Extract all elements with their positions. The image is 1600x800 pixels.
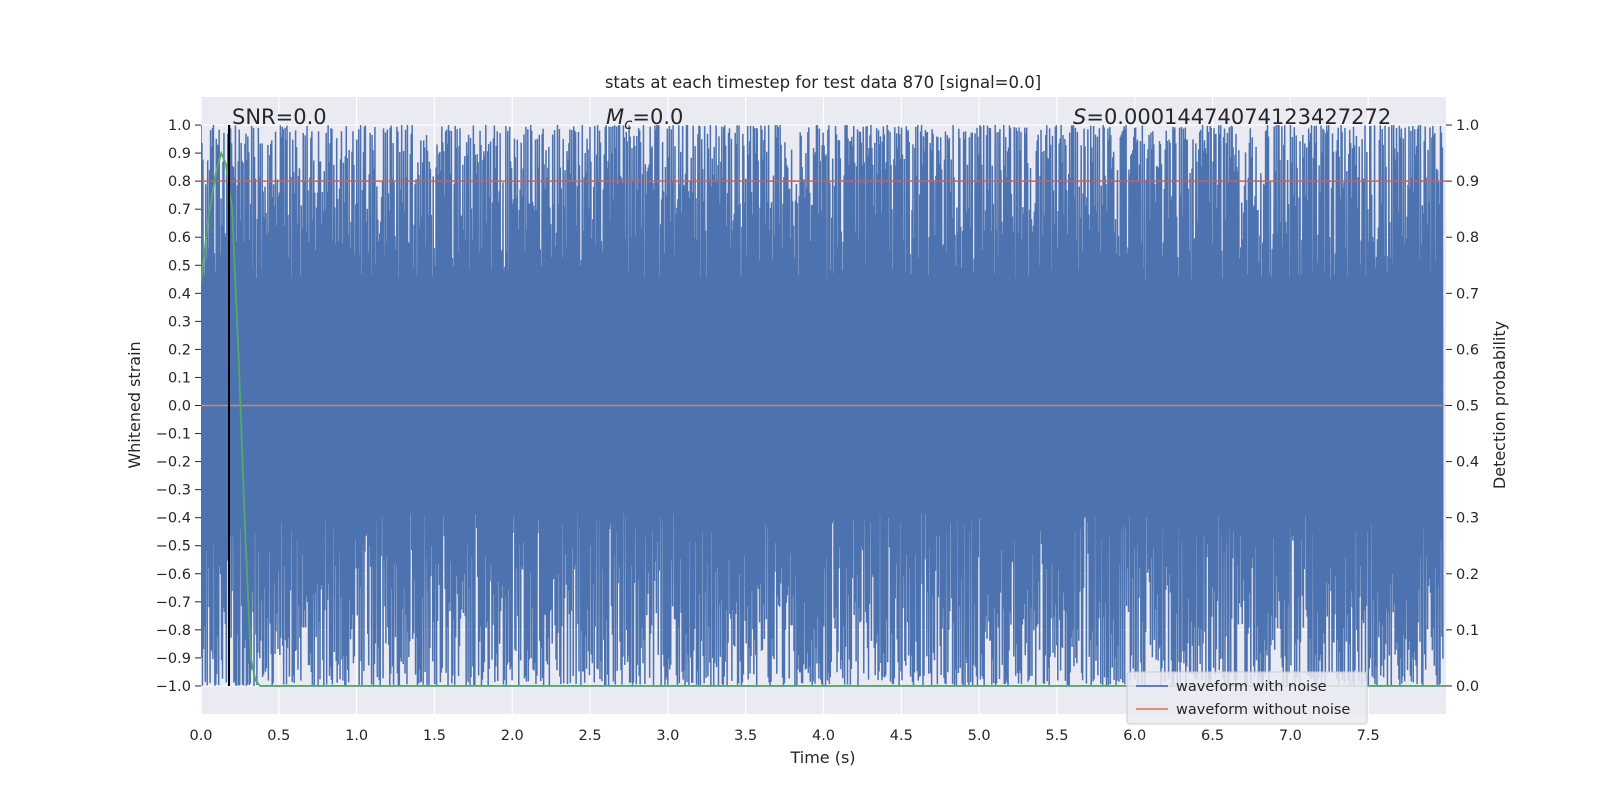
x-tick-label: 3.0	[656, 728, 679, 744]
y-axis-label-right: Detection probability	[1490, 321, 1509, 489]
x-tick-label: 4.0	[812, 728, 835, 744]
x-tick-label: 2.5	[579, 728, 602, 744]
snr-annotation: SNR=0.0	[232, 105, 327, 129]
series-layer	[201, 125, 1446, 687]
x-axis-label: Time (s)	[789, 748, 855, 767]
x-tick-label: 2.0	[501, 728, 524, 744]
y-right-tick-label: 0.5	[1456, 399, 1479, 415]
s-symbol: S	[1073, 105, 1086, 129]
y-right-tick-label: 0.2	[1456, 567, 1479, 583]
y-tick-label: −0.4	[156, 511, 191, 527]
y-tick-label: −1.0	[156, 679, 191, 695]
y-tick-label: −0.8	[156, 623, 191, 639]
x-tick-label: 1.0	[345, 728, 368, 744]
y-tick-label: 0.2	[168, 342, 191, 358]
y-right-tick-label: 0.9	[1456, 174, 1479, 190]
y-right-tick-label: 0.0	[1456, 679, 1479, 695]
mc-annotation: Mc=0.0	[606, 105, 683, 133]
legend-label-clean: waveform without noise	[1176, 702, 1350, 718]
x-tick-label: 6.5	[1201, 728, 1224, 744]
y-tick-label: 0.6	[168, 230, 191, 246]
x-tick-label: 5.5	[1045, 728, 1068, 744]
y-tick-label: −0.1	[156, 427, 191, 443]
y-tick-label: 1.0	[168, 118, 191, 134]
chart-title: stats at each timestep for test data 870…	[605, 73, 1041, 92]
x-tick-label: 5.0	[968, 728, 991, 744]
x-tick-label: 7.0	[1279, 728, 1302, 744]
y-tick-label: 0.9	[168, 146, 191, 162]
s-annotation: S=0.00014474074123427272	[1073, 105, 1391, 129]
y-tick-label: 0.5	[168, 258, 191, 274]
y-right-tick-label: 0.4	[1456, 455, 1479, 471]
s-value: =0.00014474074123427272	[1086, 105, 1391, 129]
y-tick-label: −0.9	[156, 651, 191, 667]
y-tick-label: 0.4	[168, 286, 191, 302]
y-right-tick-label: 0.3	[1456, 511, 1479, 527]
y-tick-label: −0.6	[156, 567, 191, 583]
y-tick-label: −0.3	[156, 483, 191, 499]
y-tick-label: −0.5	[156, 539, 191, 555]
x-tick-label: 7.5	[1357, 728, 1380, 744]
legend-label-noise: waveform with noise	[1176, 679, 1327, 695]
y-right-tick-label: 0.8	[1456, 230, 1479, 246]
x-tick-label: 0.0	[189, 728, 212, 744]
y-right-tick-label: 0.7	[1456, 286, 1479, 302]
y-tick-label: −0.2	[156, 455, 191, 471]
x-tick-label: 4.5	[890, 728, 913, 744]
series-waveform-with-noise	[201, 125, 1444, 686]
y-tick-label: −0.7	[156, 595, 191, 611]
ticks: 0.0 0.5 1.0 1.5 2.0 2.5 3.0 3.5 4.0 4.5 5.0 5.5 6.0 6…	[156, 118, 1479, 744]
y-tick-label: 0.3	[168, 314, 191, 330]
y-right-tick-label: 1.0	[1456, 118, 1479, 134]
y-tick-label: 0.7	[168, 202, 191, 218]
mc-subscript: c	[624, 115, 633, 133]
y-right-tick-label: 0.1	[1456, 623, 1479, 639]
x-tick-label: 0.5	[267, 728, 290, 744]
legend-box	[1126, 671, 1368, 725]
legend: waveform with noise waveform without noi…	[1126, 671, 1368, 725]
y-right-tick-label: 0.6	[1456, 342, 1479, 358]
x-tick-label: 6.0	[1123, 728, 1146, 744]
y-tick-label: 0.0	[168, 399, 191, 415]
y-tick-label: 0.1	[168, 370, 191, 386]
y-tick-label: 0.8	[168, 174, 191, 190]
mc-symbol: M	[606, 105, 624, 129]
mc-value: =0.0	[632, 105, 683, 129]
x-tick-label: 3.5	[734, 728, 757, 744]
series-detection-probability	[201, 150, 1446, 687]
x-tick-label: 1.5	[423, 728, 446, 744]
y-axis-label: Whitened strain	[125, 341, 144, 468]
